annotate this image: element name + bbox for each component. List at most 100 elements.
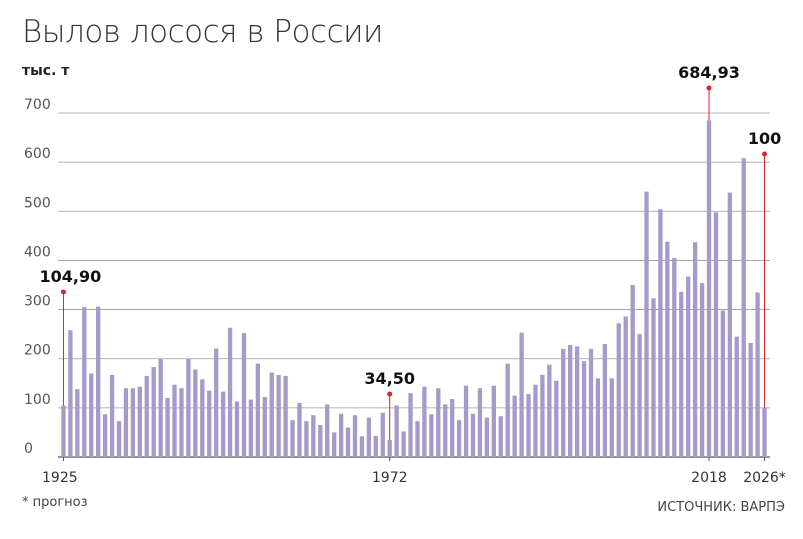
- bar: [207, 390, 212, 457]
- chart-title: Вылов лосося в России: [22, 14, 383, 50]
- bar: [748, 342, 753, 457]
- bar: [172, 384, 177, 457]
- bar: [186, 358, 191, 457]
- bar: [699, 283, 705, 457]
- bar: [332, 432, 337, 457]
- bar: [547, 364, 552, 457]
- bar: [234, 401, 240, 457]
- y-tick-label: 500: [24, 195, 51, 211]
- x-tick-label: 2026*: [743, 470, 786, 486]
- footnote: * прогноз: [22, 495, 88, 510]
- bar: [227, 327, 233, 457]
- bar: [429, 414, 434, 457]
- annotation-label: 100: [748, 129, 781, 148]
- x-tick-label: 1972: [372, 470, 408, 486]
- annotation-label: 34,50: [364, 369, 415, 388]
- bar: [290, 420, 295, 457]
- bar: [373, 435, 378, 457]
- bar: [75, 389, 80, 457]
- bar: [519, 332, 524, 457]
- bar: [179, 388, 184, 457]
- bar: [463, 385, 469, 457]
- bar: [533, 384, 538, 457]
- bar: [82, 307, 87, 457]
- bar: [387, 440, 392, 457]
- bar: [658, 209, 663, 457]
- bar: [540, 374, 545, 457]
- bar: [352, 415, 358, 457]
- bar: [637, 334, 642, 457]
- bar: [713, 212, 719, 457]
- bar: [755, 292, 760, 457]
- bar: [595, 378, 601, 457]
- bar: [456, 420, 462, 457]
- bar: [401, 431, 406, 457]
- bar: [422, 386, 427, 457]
- bar: [241, 333, 247, 457]
- bar: [720, 310, 726, 457]
- y-tick-label: 0: [24, 441, 33, 457]
- bar: [311, 415, 316, 457]
- bar: [220, 391, 226, 457]
- bar: [68, 330, 73, 457]
- bar: [692, 242, 698, 457]
- bar: [616, 323, 621, 457]
- bar: [255, 363, 260, 457]
- bar: [248, 399, 254, 457]
- bar: [450, 399, 455, 457]
- annotation-marker: [762, 151, 768, 157]
- bar: [630, 285, 635, 457]
- bar: [477, 388, 483, 457]
- bar: [609, 378, 614, 457]
- bar: [380, 412, 385, 457]
- bar: [436, 388, 441, 457]
- source-label: ИСТОЧНИК: ВАРПЭ: [657, 500, 785, 515]
- bar: [165, 398, 170, 457]
- bar: [443, 404, 448, 457]
- bar: [304, 421, 309, 457]
- bar: [512, 395, 517, 457]
- bar: [686, 276, 691, 457]
- bar: [526, 394, 531, 457]
- bar: [200, 379, 205, 457]
- bar: [505, 363, 510, 457]
- bar: [672, 257, 677, 457]
- y-tick-label: 300: [24, 294, 51, 310]
- bar: [602, 343, 608, 457]
- bar: [491, 385, 496, 457]
- bar: [568, 344, 573, 457]
- bar: [366, 417, 372, 457]
- bar: [734, 336, 739, 457]
- bar: [158, 358, 163, 457]
- bar: [151, 367, 156, 457]
- bar: [484, 417, 490, 457]
- bar: [588, 348, 594, 457]
- bar: [325, 404, 330, 457]
- bar: [102, 414, 108, 457]
- bar: [644, 191, 649, 457]
- y-tick-label: 100: [24, 392, 51, 408]
- annotation-marker: [706, 85, 712, 91]
- bar: [297, 402, 302, 457]
- bar: [137, 386, 142, 457]
- bar: [338, 413, 344, 457]
- bar: [762, 407, 767, 457]
- annotation-label: 684,93: [678, 63, 740, 82]
- x-tick-label: 2018: [691, 470, 727, 486]
- bar: [415, 421, 420, 457]
- annotation-label: 104,90: [39, 267, 101, 286]
- y-tick-label: 400: [24, 244, 51, 260]
- x-tick-label: 1925: [42, 470, 78, 486]
- bar: [89, 373, 94, 457]
- bar: [581, 361, 587, 457]
- bar: [651, 298, 656, 457]
- bar: [408, 393, 413, 457]
- bar: [623, 316, 628, 457]
- bar: [269, 372, 274, 457]
- bar: [283, 375, 288, 457]
- bar: [470, 413, 476, 457]
- bar: [554, 380, 559, 457]
- bar: [345, 427, 351, 457]
- bar: [741, 158, 746, 457]
